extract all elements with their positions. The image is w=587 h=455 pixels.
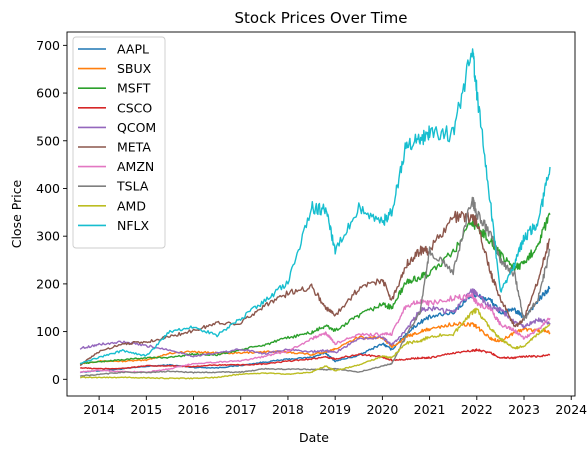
y-tick-label-600: 600 (36, 86, 60, 101)
y-tick-label-200: 200 (36, 276, 60, 291)
legend-label-amzn: AMZN (117, 159, 154, 174)
series-layer (79, 48, 551, 380)
series-line-nflx (79, 48, 551, 365)
y-tick-label-500: 500 (36, 133, 60, 148)
legend: AAPL SBUX MSFT CSCO QCOM META AMZN TSLA AMD NFLX (72, 36, 166, 249)
legend-label-csco: CSCO (117, 100, 152, 115)
series-line-sbux (80, 321, 551, 365)
legend-label-tsla: TSLA (116, 179, 149, 194)
x-tick-label-2023: 2023 (508, 402, 540, 417)
y-tick-label-700: 700 (36, 38, 60, 53)
y-tick-label-100: 100 (36, 324, 60, 339)
x-tick-label-2016: 2016 (178, 402, 210, 417)
legend-label-nflx: NFLX (117, 218, 150, 233)
legend-box (72, 36, 166, 249)
legend-label-sbux: SBUX (117, 61, 152, 76)
legend-label-amd: AMD (117, 198, 146, 213)
legend-label-qcom: QCOM (117, 120, 156, 135)
y-tick-label-0: 0 (52, 372, 60, 387)
legend-label-aapl: AAPL (117, 42, 149, 57)
legend-entries: AAPL SBUX MSFT CSCO QCOM META AMZN TSLA AMD NFLX (78, 42, 156, 233)
chart-title: Stock Prices Over Time (234, 9, 407, 27)
x-tick-label-2019: 2019 (319, 402, 351, 417)
plot-frame (66, 31, 576, 397)
x-tick-label-2018: 2018 (272, 402, 304, 417)
y-tick-label-300: 300 (36, 229, 60, 244)
x-tick-label-2015: 2015 (130, 402, 162, 417)
x-tick-label-2014: 2014 (83, 402, 115, 417)
series-line-meta (79, 210, 551, 367)
y-axis-label: Close Price (9, 179, 24, 248)
x-tick-label-2021: 2021 (414, 402, 446, 417)
x-tick-label-2024: 2024 (555, 402, 587, 417)
x-axis: 2014 2015 2016 2017 2018 2019 2020 2021 2022 2023… (83, 396, 587, 417)
legend-label-msft: MSFT (117, 81, 151, 96)
x-tick-label-2020: 2020 (366, 402, 398, 417)
x-tick-label-2017: 2017 (225, 402, 257, 417)
y-tick-label-400: 400 (36, 181, 60, 196)
series-line-qcom (79, 288, 551, 358)
series-line-amd (79, 307, 551, 380)
x-axis-label: Date (299, 430, 329, 445)
y-axis: 0 100 200 300 400 500 600 700 (36, 38, 67, 387)
legend-label-meta: META (117, 140, 151, 155)
x-tick-label-2022: 2022 (461, 402, 493, 417)
series-line-amzn (79, 292, 551, 374)
